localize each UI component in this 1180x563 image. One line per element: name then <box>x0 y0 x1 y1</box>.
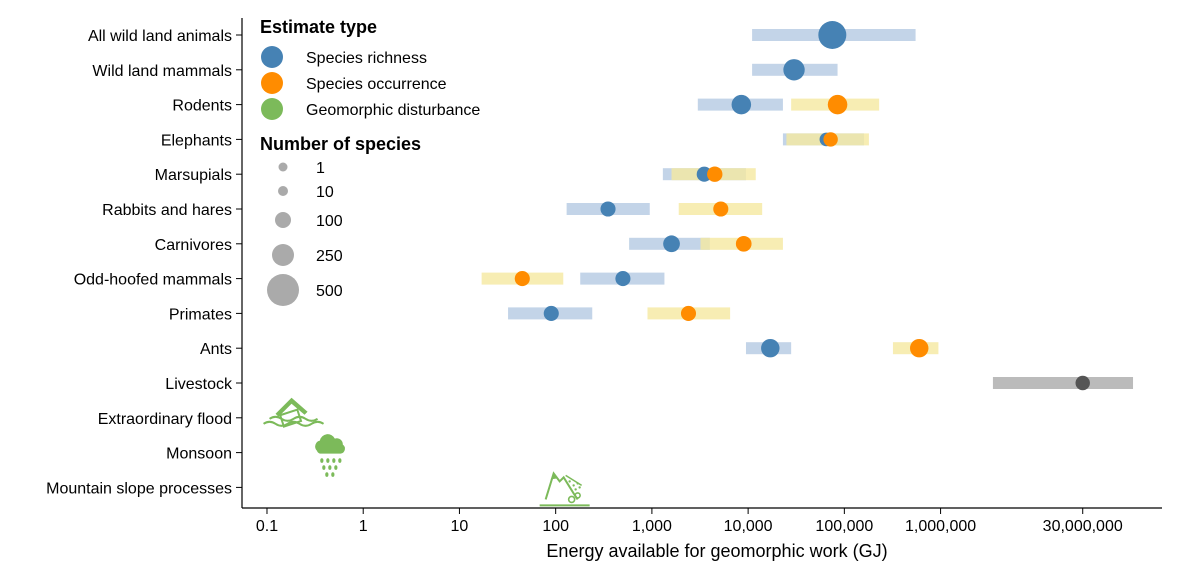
landslide-icon <box>539 471 590 507</box>
y-tick-label: Marsupials <box>155 167 232 184</box>
legend-swatch-geomorphic-disturbance <box>261 98 283 120</box>
point-richness-ants <box>761 338 780 358</box>
point-richness-carnivores <box>663 235 680 253</box>
y-tick-label: Odd-hoofed mammals <box>74 272 232 289</box>
point-occurrence-ants <box>910 338 929 358</box>
legend-label-species-occurrence: Species occurrence <box>306 76 447 93</box>
x-tick-label: 10 <box>451 518 469 535</box>
point-occurrence-odd-hoofed-mammals <box>514 271 530 287</box>
point-occurrence-primates <box>680 305 697 321</box>
point-livestock-livestock <box>1075 375 1090 391</box>
point-occurrence-elephants <box>823 132 838 147</box>
x-axis-label: Energy available for geomorphic work (GJ… <box>546 541 887 561</box>
x-tick-label: 0.1 <box>256 518 278 535</box>
points-layer <box>514 21 1090 391</box>
point-richness-rabbits-and-hares <box>600 201 616 217</box>
y-tick-label: Primates <box>169 306 232 323</box>
point-occurrence-marsupials <box>707 166 723 182</box>
legend-size-label-1: 1 <box>316 160 325 177</box>
x-tick-label: 1 <box>359 518 368 535</box>
x-tick-label: 10,000 <box>724 518 773 535</box>
point-richness-primates <box>543 305 559 321</box>
legend-size-label-10: 10 <box>316 184 334 201</box>
legend-size-100 <box>275 212 291 228</box>
disturbance-icons-layer <box>262 397 590 507</box>
legend-size-label-250: 250 <box>316 248 343 265</box>
point-richness-wild-land-mammals <box>783 59 805 81</box>
legend-size-label-100: 100 <box>316 213 343 230</box>
x-tick-label: 1,000,000 <box>905 518 976 535</box>
point-richness-marsupials <box>696 166 712 182</box>
y-tick-label: Livestock <box>165 376 233 393</box>
flood-house-icon <box>262 397 325 428</box>
y-tick-label: Mountain slope processes <box>46 480 232 497</box>
rain-cloud-icon <box>315 434 345 477</box>
y-tick-label: All wild land animals <box>88 28 232 45</box>
legend-size-500 <box>267 274 299 306</box>
legend-swatch-species-occurrence <box>261 72 283 94</box>
y-tick-label: Extraordinary flood <box>98 411 232 428</box>
point-occurrence-rodents <box>827 94 848 115</box>
y-tick-label: Elephants <box>161 132 232 149</box>
legend-swatch-species-richness <box>261 46 283 68</box>
legend: Estimate type Species richness Species occ… <box>260 17 480 306</box>
legend-size-label-500: 500 <box>316 283 343 300</box>
legend-size-1 <box>278 162 288 172</box>
legend-title-estimate-type: Estimate type <box>260 17 377 37</box>
y-tick-label: Monsoon <box>166 446 232 463</box>
legend-title-number-of-species: Number of species <box>260 134 421 154</box>
legend-label-geomorphic-disturbance: Geomorphic disturbance <box>306 102 480 119</box>
point-richness-rodents <box>731 94 752 115</box>
point-occurrence-rabbits-and-hares <box>713 201 729 217</box>
range-bar-livestock-livestock <box>992 377 1134 389</box>
legend-label-species-richness: Species richness <box>306 50 427 67</box>
y-tick-label: Wild land mammals <box>92 63 232 80</box>
x-tick-label: 30,000,000 <box>1043 518 1123 535</box>
point-richness-odd-hoofed-mammals <box>615 271 631 287</box>
point-richness-all-wild-land-animals <box>818 21 847 49</box>
legend-size-10 <box>278 186 288 196</box>
y-tick-label: Carnivores <box>155 237 232 254</box>
y-tick-label: Rabbits and hares <box>102 202 232 219</box>
point-occurrence-carnivores <box>735 235 752 252</box>
y-tick-label: Ants <box>200 341 232 358</box>
legend-size-250 <box>272 244 294 266</box>
y-tick-label: Rodents <box>172 98 232 115</box>
axes-layer: All wild land animals Wild land mammals Ro… <box>46 18 1162 561</box>
x-tick-label: 100,000 <box>815 518 873 535</box>
x-tick-label: 100 <box>542 518 569 535</box>
range-bars-layer <box>481 29 1134 389</box>
x-tick-label: 1,000 <box>632 518 672 535</box>
